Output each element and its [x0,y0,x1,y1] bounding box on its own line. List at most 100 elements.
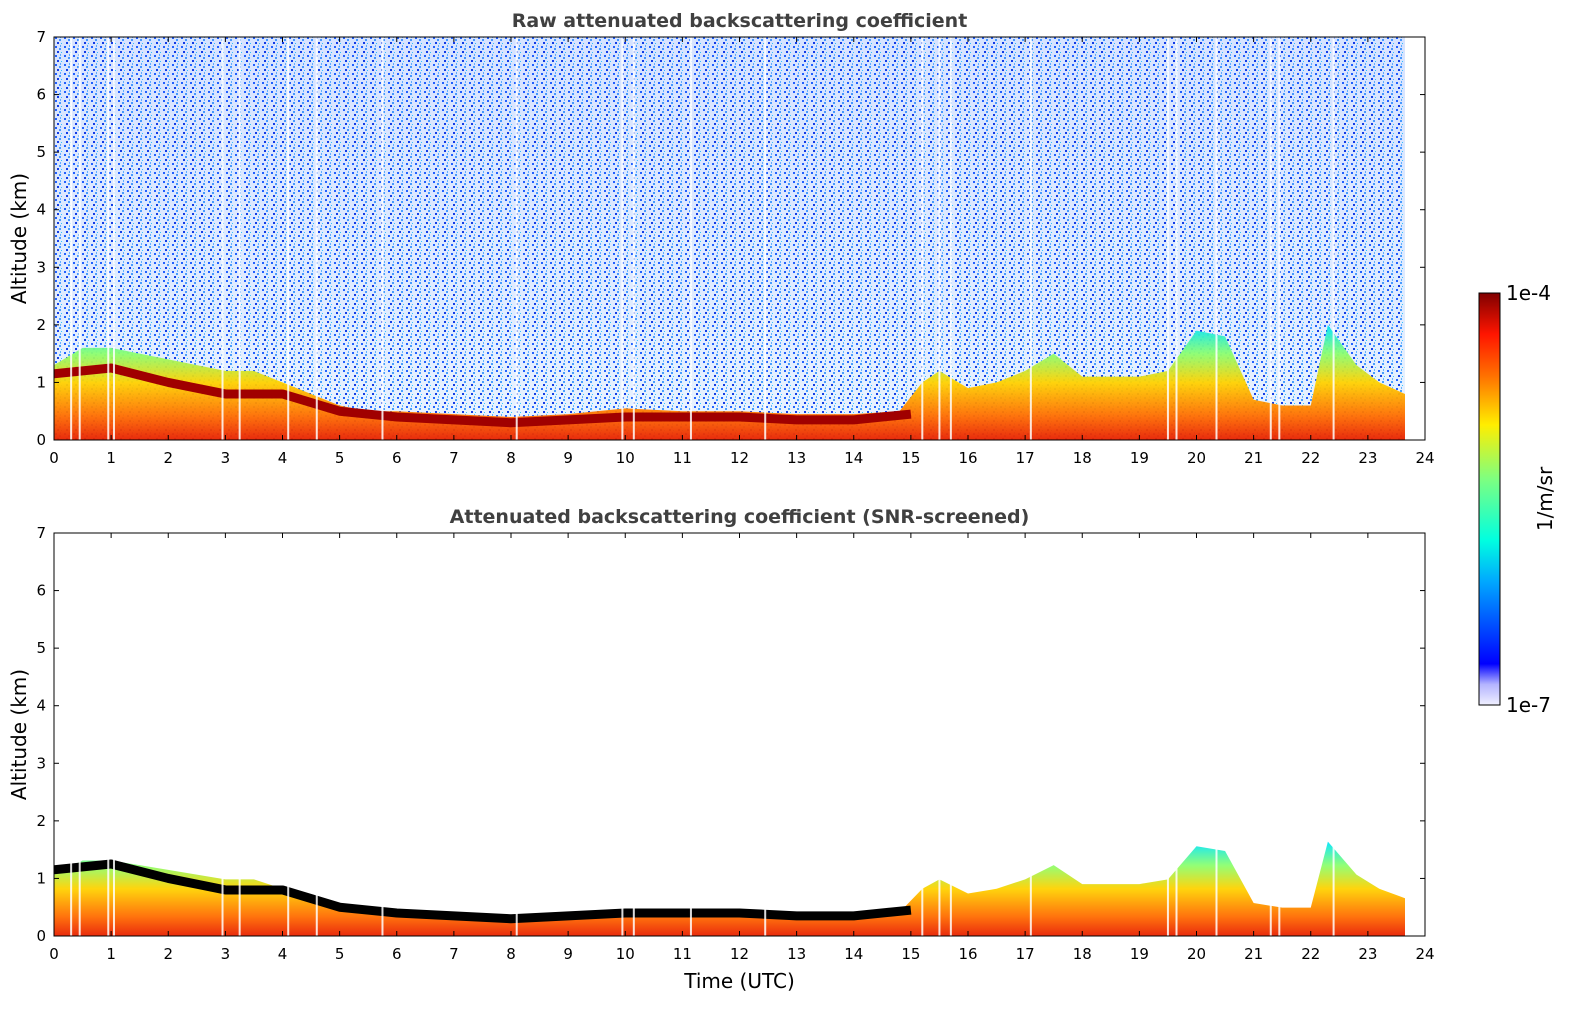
x-tick-label: 6 [392,945,402,963]
x-tick-label: 19 [1130,945,1149,963]
x-tick-label: 4 [278,449,288,467]
x-tick-label: 17 [1016,449,1035,467]
x-tick-label: 9 [563,945,573,963]
panel1-y-axis: 0 1 2 3 4 5 6 7 [36,28,1425,449]
missing-data-gap [764,533,767,936]
missing-data-gap [381,533,384,936]
missing-data-gap [107,533,110,936]
missing-data-gap [1166,533,1169,936]
missing-data-gap [112,37,115,440]
x-tick-label: 16 [958,945,977,963]
y-tick-label: 0 [36,431,46,449]
missing-data-gap [1175,37,1178,440]
y-tick-label: 5 [36,143,46,161]
panel2-y-axis: 0 1 2 3 4 5 6 7 [36,524,1425,945]
high-backscatter-layer [54,859,912,924]
x-tick-label: 8 [506,449,516,467]
missing-data-gap [764,37,767,440]
missing-data-gap [938,37,941,440]
high-backscatter-layer [54,363,912,428]
snr-screened-panel: Attenuated backscattering coefficient (S… [7,506,1435,993]
missing-data-gap [1278,37,1281,440]
missing-data-gap [78,533,81,936]
x-tick-label: 12 [730,449,749,467]
y-tick-label: 7 [36,524,46,542]
missing-data-gap [221,533,224,936]
missing-data-gap [1269,37,1272,440]
x-tick-label: 14 [844,449,863,467]
missing-data-gap [1166,37,1169,440]
missing-data-gap [70,533,73,936]
x-tick-label: 5 [335,449,345,467]
y-tick-label: 7 [36,28,46,46]
x-tick-label: 21 [1244,449,1263,467]
y-tick-label: 2 [36,812,46,830]
x-tick-label: 15 [901,449,920,467]
x-tick-label: 3 [221,945,231,963]
panel1-ylabel: Altitude (km) [7,173,31,304]
x-tick-label: 10 [616,449,635,467]
y-tick-label: 6 [36,86,46,104]
x-tick-label: 3 [221,449,231,467]
x-tick-label: 2 [163,449,173,467]
panel1-x-axis: 0 1 2 3 4 5 6 7 8 9 10 11 12 13 14 15 16 17 18 19 20 21 22 23 24 [49,37,1435,467]
panel1-title: Raw attenuated backscattering coefficien… [512,10,968,32]
x-tick-label: 0 [49,449,59,467]
x-tick-label: 23 [1358,449,1377,467]
x-tick-label: 18 [1073,449,1092,467]
missing-data-gap [1215,533,1218,936]
x-tick-label: 8 [506,945,516,963]
x-tick-label: 22 [1301,945,1320,963]
x-tick-label: 7 [449,945,459,963]
y-tick-label: 5 [36,639,46,657]
x-tick-label: 12 [730,945,749,963]
missing-data-gap [287,533,290,936]
missing-data-gap [315,533,318,936]
missing-data-gap [632,37,635,440]
colorbar: 1e-4 1e-7 1/m/sr [1478,281,1557,717]
raw-backscatter-panel: Raw attenuated backscattering coefficien… [7,10,1435,467]
missing-data-gap [381,37,384,440]
x-tick-label: 15 [901,945,920,963]
x-tick-label: 24 [1415,449,1434,467]
missing-data-gap [1269,533,1272,936]
y-tick-label: 1 [36,869,46,887]
missing-data-gap [221,37,224,440]
missing-data-gap [1215,37,1218,440]
panel2-xlabel: Time (UTC) [683,969,795,993]
missing-data-gap [70,37,73,440]
x-tick-label: 11 [673,449,692,467]
y-tick-label: 0 [36,927,46,945]
x-tick-label: 17 [1016,945,1035,963]
x-tick-label: 0 [49,945,59,963]
y-tick-label: 2 [36,316,46,334]
x-tick-label: 1 [106,945,116,963]
missing-data-gap [78,37,81,440]
missing-data-gap [238,37,241,440]
aerosol-layer-band [54,324,1406,440]
missing-data-gap [238,533,241,936]
x-tick-label: 16 [958,449,977,467]
missing-data-gap [921,533,924,936]
colorbar-label: 1/m/sr [1533,466,1557,531]
x-tick-label: 9 [563,449,573,467]
x-tick-label: 10 [616,945,635,963]
colorbar-gradient [1478,292,1501,706]
x-tick-label: 23 [1358,945,1377,963]
missing-data-gap [1029,37,1032,440]
y-tick-label: 6 [36,582,46,600]
x-tick-label: 22 [1301,449,1320,467]
y-tick-label: 4 [36,697,46,715]
missing-data-gap [689,37,692,440]
x-tick-label: 21 [1244,945,1263,963]
x-tick-label: 2 [163,945,173,963]
missing-data-gap [315,37,318,440]
x-tick-label: 18 [1073,945,1092,963]
missing-data-gap [621,533,624,936]
missing-data-gap [621,37,624,440]
missing-data-gap [515,533,518,936]
panel2-title: Attenuated backscattering coefficient (S… [450,506,1030,528]
x-tick-label: 20 [1187,945,1206,963]
missing-data-gap [287,37,290,440]
